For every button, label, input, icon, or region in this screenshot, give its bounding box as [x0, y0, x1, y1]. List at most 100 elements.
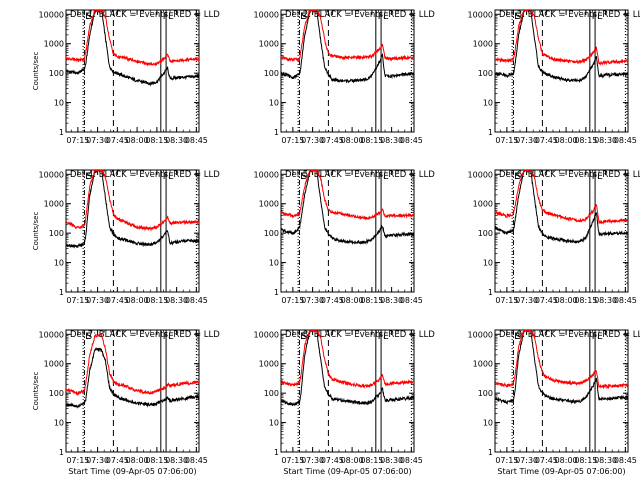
- marker-label: E: [168, 172, 174, 182]
- x-tick-label: 08:45: [185, 296, 208, 305]
- x-tick-label: 07:30: [515, 296, 538, 305]
- x-tick-label: 08:00: [555, 296, 578, 305]
- y-tick-label: 1000: [259, 40, 279, 49]
- lld-series-line: [66, 10, 199, 67]
- y-tick-label: 10: [483, 259, 493, 268]
- y-tick-label: 10000: [39, 170, 64, 179]
- marker-label: F: [163, 12, 168, 22]
- x-tick-label: 07:15: [495, 456, 518, 465]
- x-tick-label: 08:30: [165, 296, 188, 305]
- panel-title: Det 9: BLACK = Events, RED = LLD: [499, 330, 640, 340]
- y-tick-label: 10: [54, 99, 64, 108]
- marker-label: S: [301, 332, 307, 342]
- x-tick-label: 08:30: [165, 456, 188, 465]
- x-tick-label: 07:15: [495, 136, 518, 145]
- marker-label: E: [300, 172, 306, 182]
- panel-det-4: 1 10 100 1000 10000 07:1507:3007:4508:0008:15…: [32, 169, 220, 305]
- y-tick-label: 1000: [473, 200, 493, 209]
- marker-label: E: [85, 172, 91, 182]
- x-tick-label: 07:45: [106, 296, 129, 305]
- y-tick-label: 1000: [259, 200, 279, 209]
- marker-label: E: [597, 12, 603, 22]
- x-tick-label: 08:00: [341, 136, 364, 145]
- y-tick-label: 100: [478, 389, 493, 398]
- marker-label: E: [168, 332, 174, 342]
- x-tick-label: 08:15: [574, 296, 597, 305]
- marker-label: S: [301, 172, 307, 182]
- y-tick-label: 1000: [44, 360, 64, 369]
- x-tick-label: 07:15: [66, 296, 89, 305]
- data-area: [66, 10, 199, 87]
- x-tick-label: 07:30: [86, 296, 109, 305]
- marker-label: S: [86, 12, 92, 22]
- y-tick-label: 1: [59, 128, 64, 137]
- x-tick-label: 08:45: [614, 136, 637, 145]
- y-tick-label: 10000: [39, 10, 64, 19]
- plot-frame: [280, 169, 415, 293]
- plot-frame: [65, 9, 200, 133]
- y-tick-label: 1000: [473, 360, 493, 369]
- x-tick-label: 08:30: [594, 136, 617, 145]
- x-tick-label: 08:30: [165, 136, 188, 145]
- y-tick-label: 1: [488, 128, 493, 137]
- x-tick-label: 08:45: [614, 456, 637, 465]
- y-tick-label: 1000: [473, 40, 493, 49]
- marker-label: E: [514, 12, 520, 22]
- x-tick-label: 07:15: [281, 136, 304, 145]
- y-tick-label: 10000: [254, 170, 279, 179]
- y-tick-label: 10000: [468, 330, 493, 339]
- marker-label: E: [85, 12, 91, 22]
- panel-title: Det 5: BLACK = Events, RED = LLD: [285, 170, 435, 180]
- lld-series-line: [495, 330, 628, 390]
- plot-frame: [280, 329, 415, 453]
- marker-label: E: [514, 172, 520, 182]
- x-tick-label: 08:00: [341, 296, 364, 305]
- x-tick-label: 07:30: [515, 136, 538, 145]
- y-axis-label: Counts/sec: [32, 52, 40, 91]
- data-area: [495, 330, 628, 406]
- y-tick-label: 10: [54, 259, 64, 268]
- data-area: [66, 170, 199, 249]
- panel-det-6: 1 10 100 1000 10000 07:1507:3007:4508:0008:15…: [468, 169, 640, 305]
- events-series-line: [66, 170, 199, 249]
- events-series-line: [281, 10, 414, 84]
- y-tick-label: 1: [59, 288, 64, 297]
- x-tick-label: 08:00: [555, 456, 578, 465]
- y-tick-label: 10000: [39, 330, 64, 339]
- x-tick-label: 07:15: [281, 456, 304, 465]
- marker-label: E: [597, 332, 603, 342]
- x-tick-label: 07:45: [106, 456, 129, 465]
- x-tick-label: 07:45: [106, 136, 129, 145]
- y-tick-label: 1: [274, 448, 279, 457]
- x-tick-label: 07:15: [495, 296, 518, 305]
- y-tick-label: 100: [478, 69, 493, 78]
- x-tick-label: 07:30: [515, 456, 538, 465]
- x-tick-label: 08:30: [380, 296, 403, 305]
- panel-title: Det 7: BLACK = Events, RED = LLD: [70, 330, 220, 340]
- y-tick-label: 100: [264, 389, 279, 398]
- marker-label: S: [86, 332, 92, 342]
- panel-det-3: 1 10 100 1000 10000 07:1507:3007:4508:0008:15…: [468, 9, 640, 145]
- marker-label: S: [86, 172, 92, 182]
- data-area: [495, 10, 628, 83]
- panel-det-7: 1 10 100 1000 10000 07:1507:3007:4508:0008:15…: [32, 329, 220, 476]
- panel-det-1: 1 10 100 1000 10000 07:1507:3007:4508:0008:15…: [32, 9, 220, 145]
- panel-det-2: 1 10 100 1000 10000 07:1507:3007:4508:0008:15…: [254, 9, 435, 145]
- lld-series-line: [495, 170, 628, 225]
- events-series-line: [495, 330, 628, 406]
- events-series-line: [66, 10, 199, 87]
- lld-series-line: [495, 10, 628, 67]
- x-tick-label: 08:00: [126, 456, 149, 465]
- marker-label: F: [592, 12, 597, 22]
- x-axis-label: Start Time (09-Apr-05 07:06:00): [68, 467, 196, 476]
- marker-label: F: [163, 172, 168, 182]
- marker-label: E: [597, 172, 603, 182]
- panel-title: Det 2: BLACK = Events, RED = LLD: [285, 10, 435, 20]
- x-tick-label: 08:15: [360, 456, 383, 465]
- y-tick-label: 10: [54, 419, 64, 428]
- lld-series-line: [66, 332, 199, 397]
- y-tick-label: 1: [274, 288, 279, 297]
- y-axis-label: Counts/sec: [32, 212, 40, 251]
- x-tick-label: 07:45: [535, 456, 558, 465]
